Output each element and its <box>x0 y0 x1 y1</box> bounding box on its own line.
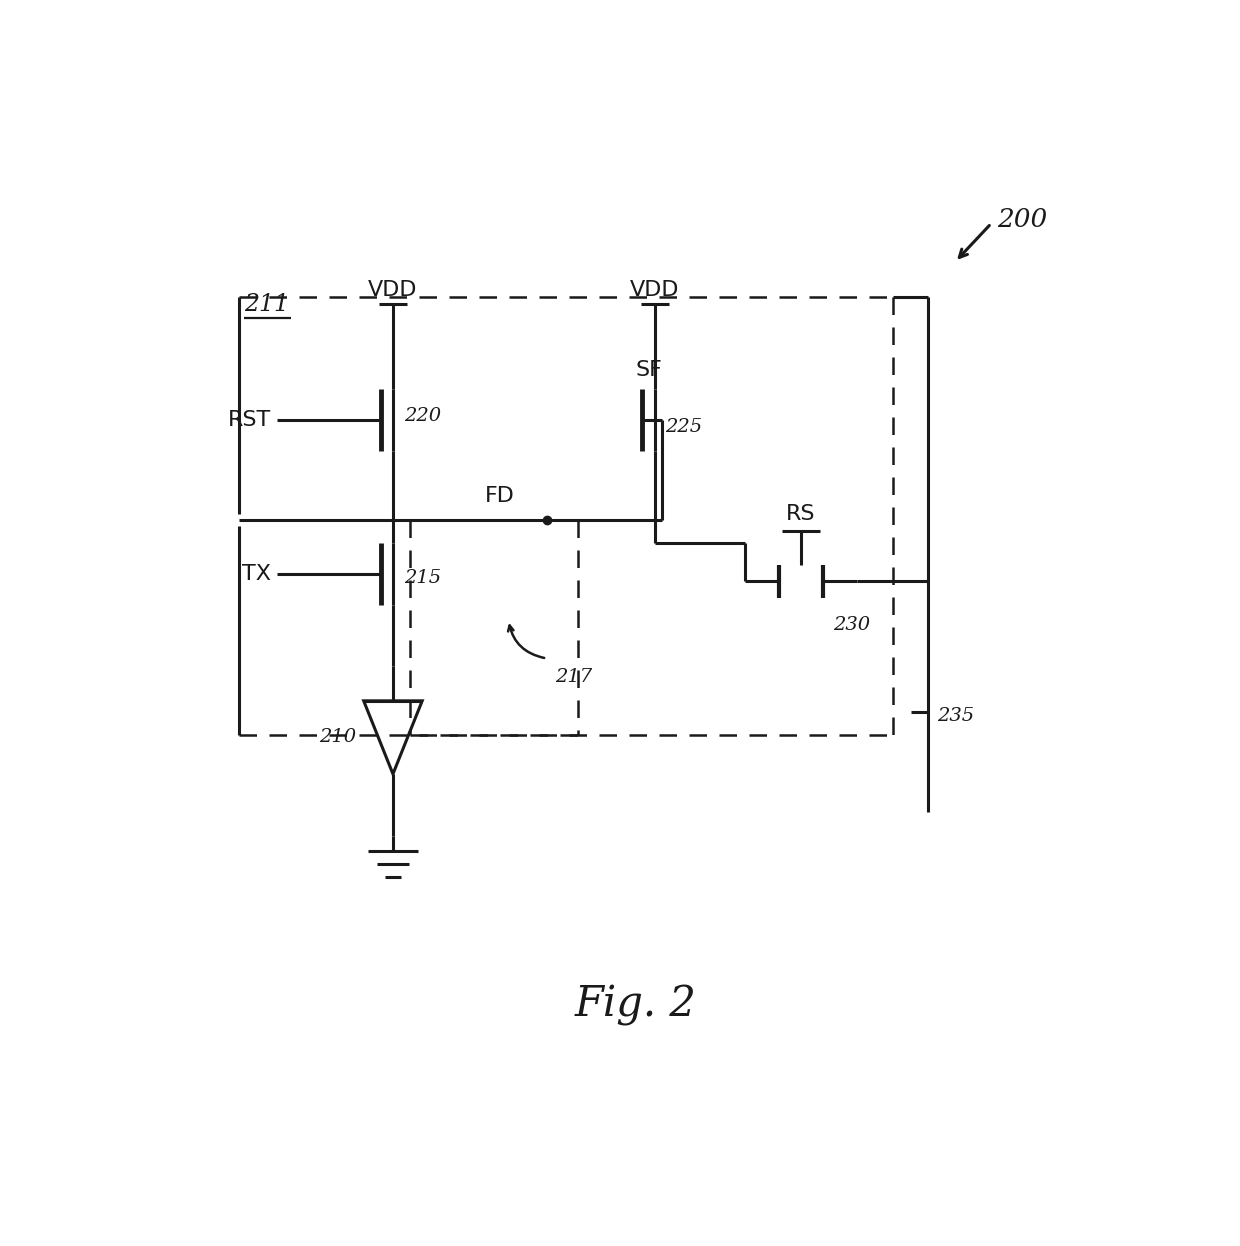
Text: 215: 215 <box>404 568 441 587</box>
Text: 235: 235 <box>937 708 975 725</box>
Text: 225: 225 <box>666 419 703 436</box>
Text: SF: SF <box>635 360 662 380</box>
Text: 211: 211 <box>244 293 289 315</box>
Text: 220: 220 <box>404 407 441 425</box>
Text: 200: 200 <box>997 207 1048 232</box>
Text: RST: RST <box>228 410 272 430</box>
Text: 217: 217 <box>554 669 591 687</box>
Text: 230: 230 <box>833 616 870 634</box>
Text: 210: 210 <box>319 729 356 746</box>
Text: VDD: VDD <box>630 280 680 300</box>
Text: FD: FD <box>485 486 516 506</box>
Text: RS: RS <box>786 503 816 523</box>
Text: TX: TX <box>242 563 272 584</box>
Text: VDD: VDD <box>368 280 418 300</box>
Text: Fig. 2: Fig. 2 <box>574 984 697 1025</box>
